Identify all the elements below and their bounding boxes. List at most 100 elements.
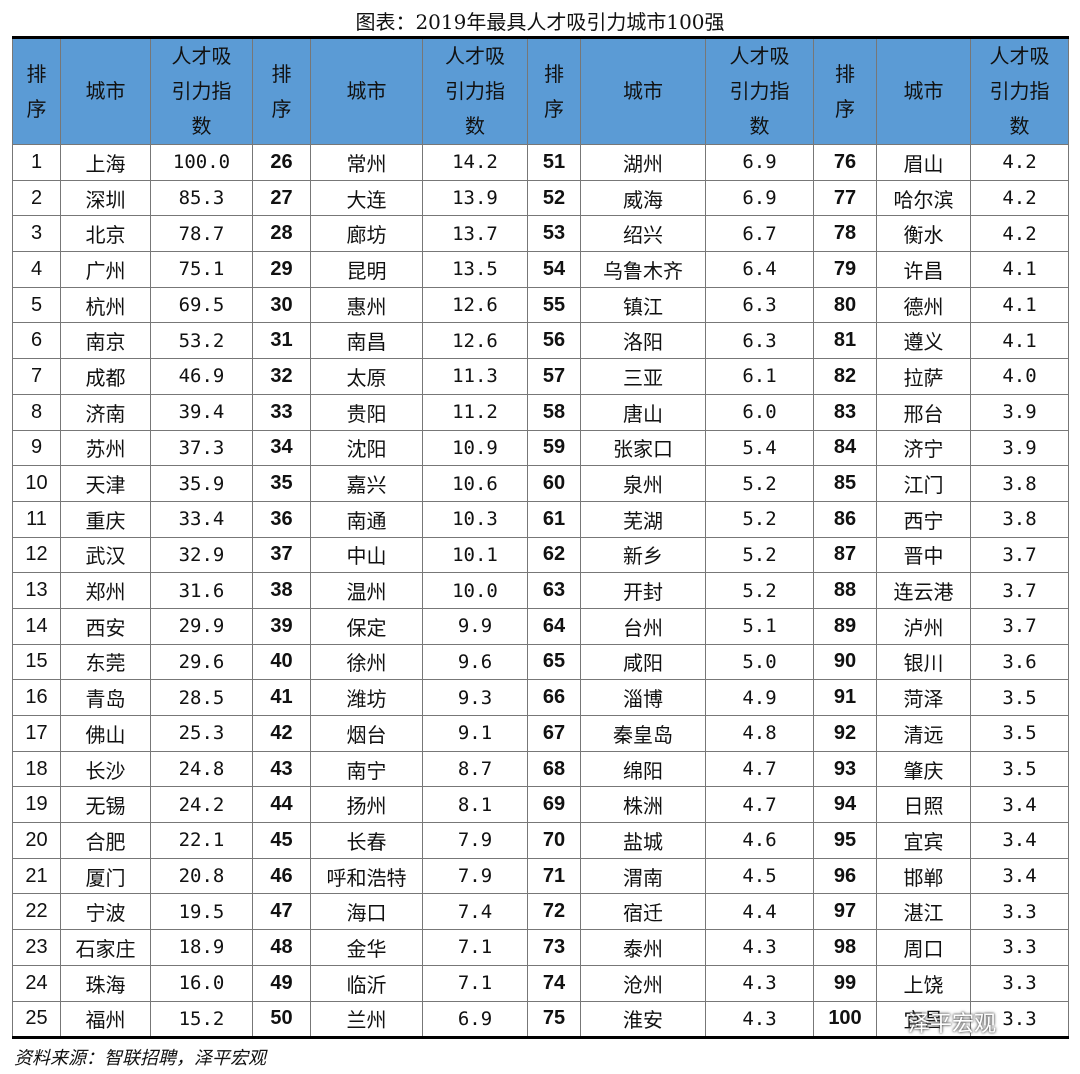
city-cell: 济宁 bbox=[876, 429, 971, 467]
rank-cell: 85 bbox=[813, 465, 877, 502]
rank-cell: 83 bbox=[813, 393, 877, 431]
header-cell: 城市 bbox=[876, 37, 971, 145]
city-cell: 金华 bbox=[310, 929, 423, 966]
header-text: 城市 bbox=[85, 79, 126, 103]
index-cell: 9.3 bbox=[422, 679, 528, 716]
rank-cell: 68 bbox=[527, 750, 581, 788]
rank-cell: 4 bbox=[12, 251, 61, 288]
rank-cell: 99 bbox=[813, 964, 877, 1002]
index-cell: 8.7 bbox=[422, 750, 528, 788]
index-cell: 4.6 bbox=[705, 822, 814, 859]
index-cell: 33.4 bbox=[150, 500, 253, 538]
city-cell: 上海 bbox=[60, 144, 151, 181]
rank-cell: 91 bbox=[813, 679, 877, 716]
rank-cell: 2 bbox=[12, 179, 61, 217]
city-cell: 周口 bbox=[876, 929, 971, 966]
city-cell: 郑州 bbox=[60, 572, 151, 609]
index-cell: 3.9 bbox=[970, 429, 1069, 467]
city-cell: 嘉兴 bbox=[310, 465, 423, 502]
rank-cell: 11 bbox=[12, 500, 61, 538]
city-cell: 重庆 bbox=[60, 500, 151, 538]
index-cell: 3.8 bbox=[970, 465, 1069, 502]
header-cell: 排序 bbox=[252, 37, 311, 145]
city-cell: 沧州 bbox=[580, 964, 706, 1002]
header-text: 排序 bbox=[544, 61, 564, 121]
rank-cell: 73 bbox=[527, 929, 581, 966]
rank-cell: 3 bbox=[12, 215, 61, 253]
table-row: 10 天津 35.9 35 嘉兴 10.6 60 泉州 5.2 85 江门 3.8 bbox=[12, 465, 1069, 502]
rank-cell: 88 bbox=[813, 572, 877, 609]
index-cell: 6.9 bbox=[705, 179, 814, 217]
rank-cell: 69 bbox=[527, 786, 581, 824]
index-cell: 3.6 bbox=[970, 643, 1069, 681]
city-cell: 三亚 bbox=[580, 358, 706, 395]
index-cell: 20.8 bbox=[150, 857, 253, 895]
city-cell: 济南 bbox=[60, 393, 151, 431]
index-cell: 18.9 bbox=[150, 929, 253, 966]
city-cell: 台州 bbox=[580, 607, 706, 645]
index-cell: 37.3 bbox=[150, 429, 253, 467]
rank-cell: 16 bbox=[12, 679, 61, 716]
index-cell: 3.3 bbox=[970, 1000, 1069, 1039]
rank-cell: 24 bbox=[12, 964, 61, 1002]
header-text: 城市 bbox=[346, 79, 387, 103]
index-cell: 4.1 bbox=[970, 251, 1069, 288]
city-cell: 遵义 bbox=[876, 322, 971, 360]
table-row: 8 济南 39.4 33 贵阳 11.2 58 唐山 6.0 83 邢台 3.9 bbox=[12, 393, 1069, 431]
rank-cell: 59 bbox=[527, 429, 581, 467]
index-cell: 13.7 bbox=[422, 215, 528, 253]
rank-cell: 52 bbox=[527, 179, 581, 217]
rank-cell: 21 bbox=[12, 857, 61, 895]
rank-cell: 93 bbox=[813, 750, 877, 788]
city-cell: 清远 bbox=[876, 715, 971, 752]
rank-cell: 13 bbox=[12, 572, 61, 609]
city-cell: 淮安 bbox=[580, 1000, 706, 1039]
rank-cell: 89 bbox=[813, 607, 877, 645]
city-cell: 合肥 bbox=[60, 822, 151, 859]
index-cell: 25.3 bbox=[150, 715, 253, 752]
index-cell: 10.9 bbox=[422, 429, 528, 467]
table-row: 15 东莞 29.6 40 徐州 9.6 65 咸阳 5.0 90 银川 3.6 bbox=[12, 643, 1069, 681]
city-cell: 西安 bbox=[60, 607, 151, 645]
city-cell: 广州 bbox=[60, 251, 151, 288]
index-cell: 5.2 bbox=[705, 500, 814, 538]
header-cell: 排序 bbox=[527, 37, 581, 145]
rank-cell: 36 bbox=[252, 500, 311, 538]
table-row: 5 杭州 69.5 30 惠州 12.6 55 镇江 6.3 80 德州 4.1 bbox=[12, 286, 1069, 324]
rank-cell: 10 bbox=[12, 465, 61, 502]
rank-cell: 54 bbox=[527, 251, 581, 288]
index-cell: 28.5 bbox=[150, 679, 253, 716]
index-cell: 24.8 bbox=[150, 750, 253, 788]
index-cell: 4.3 bbox=[705, 1000, 814, 1039]
city-cell: 秦皇岛 bbox=[580, 715, 706, 752]
city-cell: 宜昌 bbox=[876, 1000, 971, 1039]
table-row: 18 长沙 24.8 43 南宁 8.7 68 绵阳 4.7 93 肇庆 3.5 bbox=[12, 750, 1069, 788]
city-cell: 南宁 bbox=[310, 750, 423, 788]
rank-cell: 82 bbox=[813, 358, 877, 395]
table-row: 12 武汉 32.9 37 中山 10.1 62 新乡 5.2 87 晋中 3.7 bbox=[12, 536, 1069, 574]
index-cell: 5.0 bbox=[705, 643, 814, 681]
city-cell: 海口 bbox=[310, 893, 423, 931]
index-cell: 5.4 bbox=[705, 429, 814, 467]
header-text: 城市 bbox=[623, 79, 663, 103]
rank-cell: 96 bbox=[813, 857, 877, 895]
city-cell: 湛江 bbox=[876, 893, 971, 931]
index-cell: 4.2 bbox=[970, 144, 1069, 181]
rank-cell: 81 bbox=[813, 322, 877, 360]
table-body: 1 上海 100.0 26 常州 14.2 51 湖州 6.9 76 眉山 4.2 2 深圳 85.3 27 大… bbox=[12, 144, 1069, 1039]
header-cell: 人才吸引力指数 bbox=[705, 37, 814, 145]
rank-cell: 94 bbox=[813, 786, 877, 824]
rank-cell: 12 bbox=[12, 536, 61, 574]
table-row: 24 珠海 16.0 49 临沂 7.1 74 沧州 4.3 99 上饶 3.3 bbox=[12, 964, 1069, 1002]
table-row: 14 西安 29.9 39 保定 9.9 64 台州 5.1 89 泸州 3.7 bbox=[12, 607, 1069, 645]
index-cell: 29.6 bbox=[150, 643, 253, 681]
city-cell: 衡水 bbox=[876, 215, 971, 253]
rank-cell: 20 bbox=[12, 822, 61, 859]
index-cell: 12.6 bbox=[422, 286, 528, 324]
rank-cell: 72 bbox=[527, 893, 581, 931]
index-cell: 9.6 bbox=[422, 643, 528, 681]
city-cell: 泉州 bbox=[580, 465, 706, 502]
index-cell: 4.2 bbox=[970, 215, 1069, 253]
table-row: 4 广州 75.1 29 昆明 13.5 54 乌鲁木齐 6.4 79 许昌 4.1 bbox=[12, 251, 1069, 288]
city-cell: 西宁 bbox=[876, 500, 971, 538]
